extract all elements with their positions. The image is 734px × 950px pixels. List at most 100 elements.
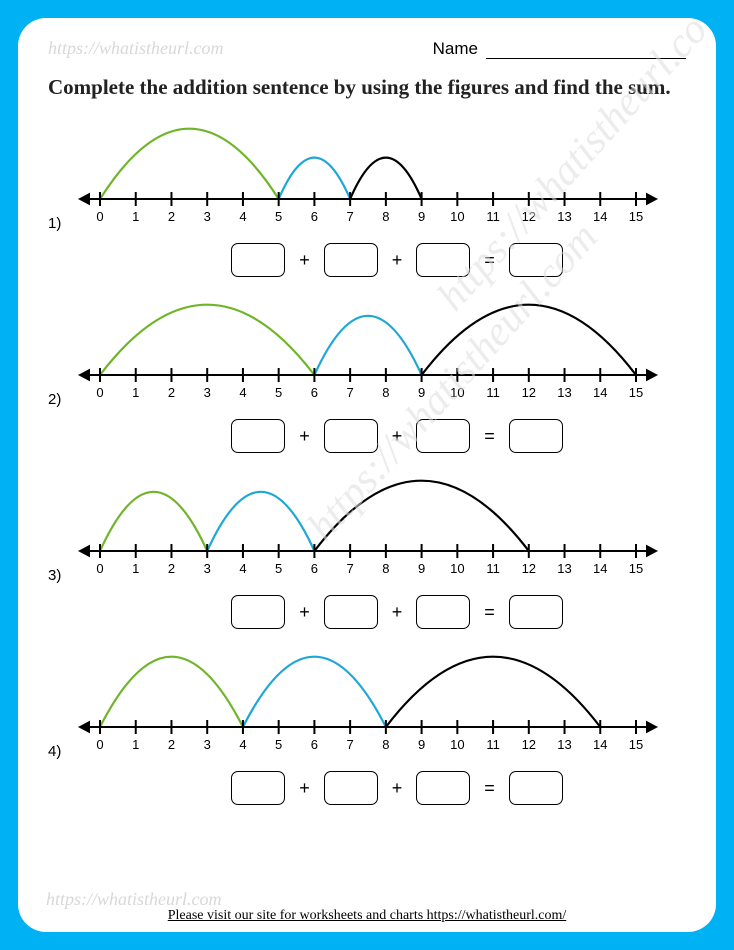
- tick-label: 6: [311, 561, 318, 576]
- problem-row: 4)0123456789101112131415++=: [48, 649, 686, 805]
- jump-arc: [314, 481, 528, 551]
- jump-arc: [100, 492, 207, 551]
- jump-arc: [100, 305, 314, 375]
- answer-box[interactable]: [231, 595, 285, 629]
- tick-label: 13: [557, 561, 571, 576]
- answer-box[interactable]: [231, 419, 285, 453]
- tick-label: 2: [168, 385, 175, 400]
- tick-label: 8: [382, 737, 389, 752]
- answer-box[interactable]: [416, 419, 470, 453]
- plus-sign: +: [299, 778, 310, 799]
- numberline-wrap: 0123456789101112131415++=: [78, 473, 686, 629]
- answer-box[interactable]: [324, 419, 378, 453]
- answer-box[interactable]: [509, 595, 563, 629]
- equation-row: ++=: [108, 771, 686, 805]
- answer-box[interactable]: [324, 595, 378, 629]
- name-input-line[interactable]: [486, 41, 686, 59]
- tick-label: 2: [168, 737, 175, 752]
- tick-label: 7: [347, 737, 354, 752]
- tick-label: 0: [96, 385, 103, 400]
- tick-label: 15: [629, 385, 643, 400]
- tick-label: 14: [593, 209, 607, 224]
- tick-label: 8: [382, 209, 389, 224]
- plus-sign: +: [299, 602, 310, 623]
- equals-sign: =: [484, 250, 495, 271]
- jump-arc: [314, 316, 421, 375]
- answer-box[interactable]: [324, 243, 378, 277]
- tick-label: 0: [96, 209, 103, 224]
- jump-arc: [100, 657, 243, 727]
- tick-label: 9: [418, 385, 425, 400]
- numberline-svg: 0123456789101112131415: [78, 297, 658, 407]
- jump-arc: [243, 657, 386, 727]
- answer-box[interactable]: [509, 243, 563, 277]
- tick-label: 4: [239, 561, 246, 576]
- equals-sign: =: [484, 426, 495, 447]
- tick-label: 10: [450, 209, 464, 224]
- tick-label: 11: [486, 737, 500, 752]
- jump-arc: [386, 657, 600, 727]
- numberline-svg: 0123456789101112131415: [78, 649, 658, 759]
- tick-label: 13: [557, 737, 571, 752]
- worksheet-page: https://whatistheurl.com https://whatist…: [18, 18, 716, 932]
- tick-label: 6: [311, 209, 318, 224]
- answer-box[interactable]: [509, 771, 563, 805]
- jump-arc: [422, 305, 636, 375]
- equation-row: ++=: [108, 243, 686, 277]
- tick-label: 0: [96, 737, 103, 752]
- numberline-wrap: 0123456789101112131415++=: [78, 649, 686, 805]
- tick-label: 13: [557, 385, 571, 400]
- tick-label: 13: [557, 209, 571, 224]
- plus-sign: +: [299, 250, 310, 271]
- tick-label: 9: [418, 561, 425, 576]
- answer-box[interactable]: [231, 243, 285, 277]
- tick-label: 4: [239, 209, 246, 224]
- instruction-text: Complete the addition sentence by using …: [48, 73, 686, 101]
- tick-label: 10: [450, 737, 464, 752]
- numberline-svg: 0123456789101112131415: [78, 121, 658, 231]
- tick-label: 15: [629, 737, 643, 752]
- problem-row: 3)0123456789101112131415++=: [48, 473, 686, 629]
- plus-sign: +: [392, 778, 403, 799]
- plus-sign: +: [299, 426, 310, 447]
- tick-label: 15: [629, 209, 643, 224]
- tick-label: 1: [132, 737, 139, 752]
- jump-arc: [100, 129, 279, 199]
- tick-label: 14: [593, 385, 607, 400]
- plus-sign: +: [392, 426, 403, 447]
- tick-label: 7: [347, 385, 354, 400]
- tick-label: 1: [132, 209, 139, 224]
- tick-label: 6: [311, 385, 318, 400]
- answer-box[interactable]: [231, 771, 285, 805]
- tick-label: 3: [204, 385, 211, 400]
- question-number: 3): [48, 519, 78, 584]
- equation-row: ++=: [108, 595, 686, 629]
- tick-label: 0: [96, 561, 103, 576]
- answer-box[interactable]: [416, 595, 470, 629]
- answer-box[interactable]: [509, 419, 563, 453]
- tick-label: 7: [347, 209, 354, 224]
- question-number: 1): [48, 167, 78, 232]
- tick-label: 5: [275, 385, 282, 400]
- tick-label: 9: [418, 737, 425, 752]
- answer-box[interactable]: [416, 771, 470, 805]
- tick-label: 12: [522, 737, 536, 752]
- answer-box[interactable]: [416, 243, 470, 277]
- tick-label: 11: [486, 209, 500, 224]
- footer-link[interactable]: Please visit our site for worksheets and…: [18, 908, 716, 924]
- tick-label: 4: [239, 385, 246, 400]
- tick-label: 12: [522, 561, 536, 576]
- tick-label: 11: [486, 561, 500, 576]
- tick-label: 6: [311, 737, 318, 752]
- tick-label: 3: [204, 209, 211, 224]
- equals-sign: =: [484, 602, 495, 623]
- name-field: Name: [433, 39, 686, 59]
- answer-box[interactable]: [324, 771, 378, 805]
- tick-label: 11: [486, 385, 500, 400]
- watermark-url-bottom: https://whatistheurl.com: [46, 889, 222, 910]
- tick-label: 7: [347, 561, 354, 576]
- tick-label: 3: [204, 561, 211, 576]
- tick-label: 5: [275, 737, 282, 752]
- tick-label: 12: [522, 385, 536, 400]
- tick-label: 4: [239, 737, 246, 752]
